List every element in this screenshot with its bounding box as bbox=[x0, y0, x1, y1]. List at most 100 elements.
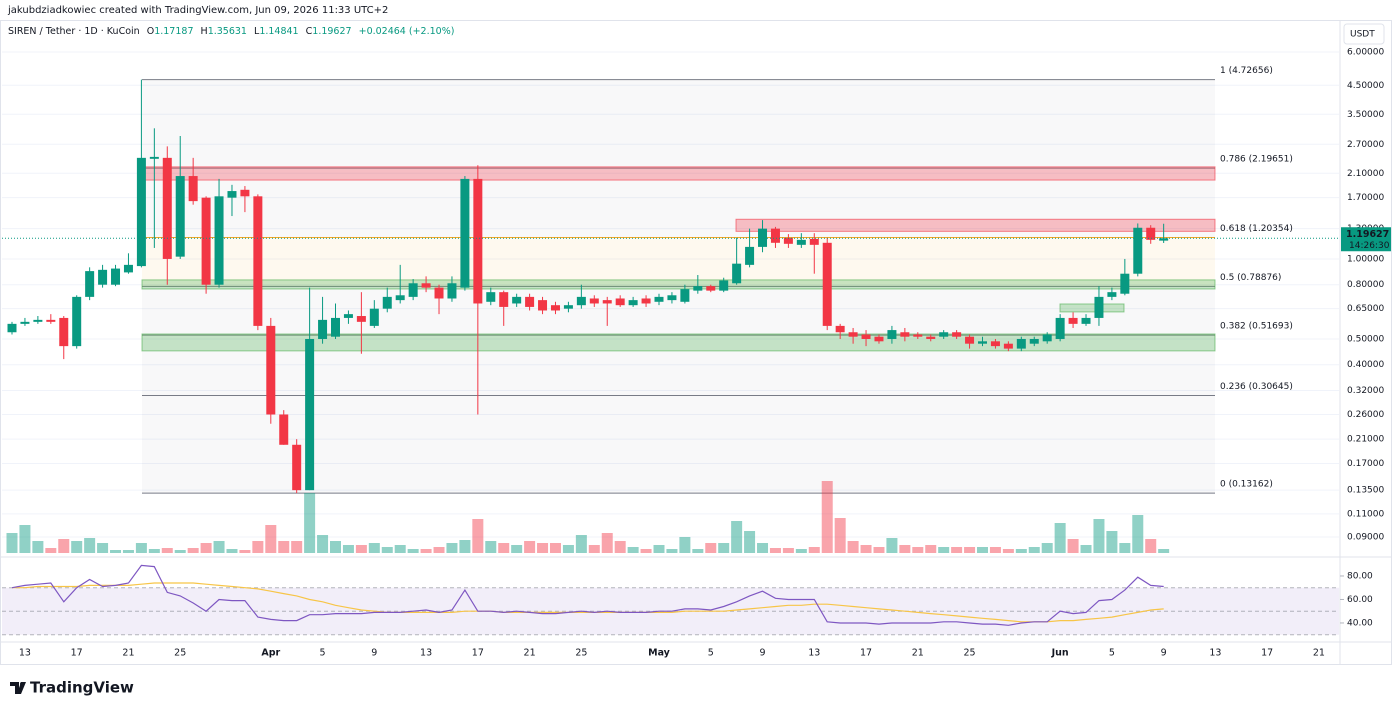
candle-body bbox=[123, 264, 133, 273]
x-tick-label: 17 bbox=[1261, 648, 1273, 659]
fib-label: 0.618 (1.20354) bbox=[1220, 224, 1293, 234]
volume-bar bbox=[1080, 545, 1092, 553]
volume-bar bbox=[653, 545, 665, 553]
volume-bar bbox=[782, 548, 794, 553]
candle-body bbox=[318, 319, 328, 339]
x-tick-label: May bbox=[648, 648, 671, 659]
candle-body bbox=[758, 228, 768, 247]
volume-bar bbox=[679, 537, 691, 553]
logo-text: TradingView bbox=[30, 679, 134, 697]
credit: jakubdziadkowiec created with TradingVie… bbox=[7, 5, 388, 16]
volume-bar bbox=[446, 543, 458, 553]
volume-bar bbox=[537, 543, 549, 553]
candle-body bbox=[33, 319, 43, 322]
volume-bar bbox=[485, 541, 497, 553]
y-tick-label: 0.21000 bbox=[1347, 435, 1384, 445]
candle-body bbox=[926, 336, 936, 339]
candle-body bbox=[563, 305, 573, 309]
candle-body bbox=[512, 296, 522, 304]
volume-bar bbox=[1002, 549, 1014, 553]
candle-body bbox=[111, 268, 121, 285]
volume-bar bbox=[122, 550, 134, 553]
zone bbox=[141, 333, 1216, 352]
candle-body bbox=[292, 444, 302, 491]
candle-body bbox=[214, 196, 224, 285]
volume-bar bbox=[821, 481, 833, 553]
x-tick-label: 25 bbox=[964, 648, 976, 659]
x-tick-label: 13 bbox=[420, 648, 432, 659]
volume-bar bbox=[808, 547, 820, 553]
volume-bar bbox=[718, 543, 730, 553]
fib-label: 0.786 (2.19651) bbox=[1220, 155, 1293, 165]
candle-body bbox=[913, 334, 923, 337]
volume-bar bbox=[588, 545, 600, 553]
volume-bar bbox=[601, 533, 613, 553]
fib-label: 0.382 (0.51693) bbox=[1220, 322, 1293, 332]
candle-body bbox=[874, 336, 884, 342]
volume-bar bbox=[1041, 543, 1053, 553]
candle-body bbox=[770, 228, 780, 243]
candle-body bbox=[499, 292, 509, 307]
x-tick-label: 5 bbox=[1109, 648, 1115, 659]
candle-body bbox=[1094, 296, 1104, 318]
candle-body bbox=[279, 414, 289, 445]
legend-line: SIREN / Tether · 1D · KuCoin O1.17187 H1… bbox=[8, 26, 454, 37]
volume-bar bbox=[381, 547, 393, 553]
zone bbox=[141, 166, 1216, 181]
volume-bar bbox=[627, 547, 639, 553]
last-price-box bbox=[1341, 227, 1391, 252]
candle-body bbox=[732, 263, 742, 284]
volume-bar bbox=[860, 545, 872, 553]
x-tick-label: 21 bbox=[122, 648, 134, 659]
currency[interactable]: USDT bbox=[1350, 30, 1375, 40]
logo-icon bbox=[20, 682, 24, 686]
candle-body bbox=[693, 286, 703, 291]
candle-body bbox=[227, 191, 237, 198]
volume-bar bbox=[795, 549, 807, 553]
volume-bar bbox=[97, 543, 109, 553]
candle-body bbox=[356, 316, 366, 322]
volume-bar bbox=[407, 549, 419, 553]
currency-button[interactable] bbox=[1343, 23, 1385, 45]
volume-bar bbox=[511, 545, 523, 553]
x-tick-label: 13 bbox=[808, 648, 820, 659]
x-tick-label: 21 bbox=[1313, 648, 1325, 659]
candle-body bbox=[796, 239, 806, 245]
candle-body bbox=[188, 176, 198, 202]
candle-body bbox=[331, 317, 340, 337]
candle-body bbox=[848, 332, 858, 337]
volume-bar bbox=[71, 541, 83, 553]
volume-bar bbox=[989, 547, 1001, 553]
volume-bar bbox=[731, 521, 743, 553]
candle-body bbox=[253, 196, 263, 326]
y-tick-label: 1.70000 bbox=[1347, 193, 1384, 203]
rsi-tick-label: 60.00 bbox=[1347, 595, 1373, 605]
volume-bar bbox=[135, 543, 147, 553]
candle-body bbox=[1107, 292, 1117, 297]
candle-body bbox=[1016, 338, 1026, 349]
volume-bar bbox=[110, 550, 122, 553]
volume-bar bbox=[1119, 543, 1131, 553]
x-tick-label: 17 bbox=[860, 648, 872, 659]
y-tick-label: 1.00000 bbox=[1347, 254, 1384, 264]
candle-body bbox=[706, 286, 716, 291]
candle-body bbox=[887, 330, 897, 339]
fib-label: 1 (4.72656) bbox=[1220, 66, 1273, 76]
volume-bar bbox=[420, 549, 432, 553]
candle-body bbox=[1003, 343, 1013, 349]
candle-body bbox=[952, 332, 962, 337]
volume-bar bbox=[1106, 531, 1118, 553]
ohlc-label: L bbox=[254, 26, 260, 37]
y-tick-label: 0.17000 bbox=[1347, 459, 1384, 469]
volume-bar bbox=[1028, 547, 1040, 553]
candle-body bbox=[266, 325, 276, 415]
volume-bar bbox=[1054, 523, 1066, 553]
volume-bar bbox=[757, 543, 769, 553]
x-tick-label: 17 bbox=[71, 648, 83, 659]
volume-bar bbox=[1145, 539, 1157, 553]
candle-body bbox=[486, 292, 496, 302]
candle-body bbox=[20, 321, 30, 324]
x-tick-label: 17 bbox=[472, 648, 484, 659]
candle-body bbox=[395, 295, 405, 301]
